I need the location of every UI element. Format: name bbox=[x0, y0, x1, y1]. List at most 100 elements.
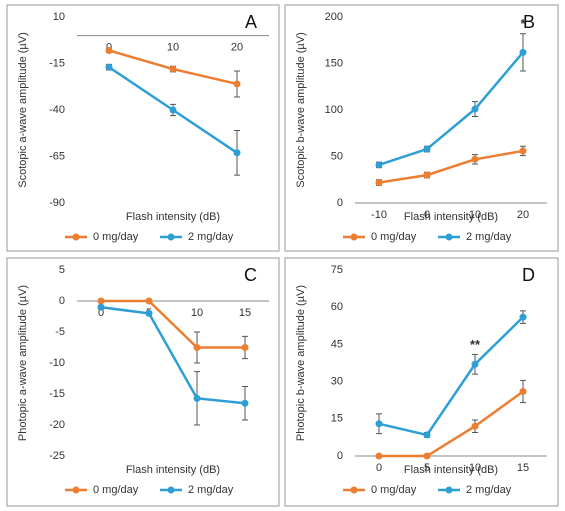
legend-label: 0 mg/day bbox=[93, 484, 139, 496]
data-point bbox=[169, 106, 177, 114]
data-point bbox=[169, 65, 177, 73]
y-tick-label: -15 bbox=[49, 388, 65, 400]
legend-label: 2 mg/day bbox=[466, 231, 512, 243]
y-axis-label: Scotopic a-wave amplitude (µV) bbox=[17, 32, 29, 188]
panel-letter: C bbox=[244, 265, 257, 285]
y-tick-label: 0 bbox=[59, 295, 65, 307]
data-point bbox=[375, 179, 383, 187]
x-tick-label: 10 bbox=[469, 209, 481, 221]
y-tick-label: -40 bbox=[49, 104, 65, 116]
y-tick-label: 150 bbox=[325, 57, 343, 69]
legend-label: 2 mg/day bbox=[466, 484, 512, 496]
panel-letter: B bbox=[523, 12, 535, 32]
legend-marker bbox=[72, 486, 80, 494]
data-point bbox=[97, 303, 105, 311]
y-tick-label: 5 bbox=[59, 264, 65, 276]
x-tick-label: 0 bbox=[376, 462, 382, 474]
data-point bbox=[375, 161, 383, 169]
data-point bbox=[193, 394, 201, 402]
series-line bbox=[379, 390, 524, 458]
data-point bbox=[423, 431, 431, 439]
legend-label: 0 mg/day bbox=[371, 484, 417, 496]
x-axis-label: Flash intensity (dB) bbox=[126, 464, 220, 476]
data-point bbox=[233, 80, 241, 88]
x-tick-label: 10 bbox=[469, 462, 481, 474]
data-point bbox=[423, 145, 431, 153]
y-tick-label: 50 bbox=[331, 150, 343, 162]
data-point bbox=[145, 297, 153, 305]
x-tick-label: 0 bbox=[424, 209, 430, 221]
data-point bbox=[145, 309, 153, 317]
legend-label: 0 mg/day bbox=[371, 231, 417, 243]
data-point bbox=[423, 171, 431, 179]
x-axis-label: Flash intensity (dB) bbox=[404, 464, 498, 476]
data-point bbox=[519, 48, 527, 56]
data-point bbox=[423, 452, 431, 460]
x-tick-label: 10 bbox=[167, 42, 179, 54]
y-tick-label: 30 bbox=[331, 376, 343, 388]
x-tick-label: -10 bbox=[371, 209, 387, 221]
legend-label: 2 mg/day bbox=[188, 484, 234, 496]
annotation: ** bbox=[470, 337, 481, 352]
legend-label: 2 mg/day bbox=[188, 231, 234, 243]
y-tick-label: -20 bbox=[49, 419, 65, 431]
y-tick-label: 75 bbox=[331, 264, 343, 276]
data-point bbox=[519, 147, 527, 155]
data-point bbox=[375, 420, 383, 428]
legend-marker bbox=[445, 486, 453, 494]
data-point bbox=[105, 63, 113, 71]
data-point bbox=[97, 297, 105, 305]
x-tick-label: 15 bbox=[239, 307, 251, 319]
x-tick-label: 5 bbox=[424, 462, 430, 474]
series-line bbox=[101, 299, 245, 349]
y-axis-label: Photopic b-wave amplitude (µV) bbox=[295, 285, 307, 441]
y-tick-label: 200 bbox=[325, 11, 343, 23]
data-point bbox=[241, 344, 249, 351]
data-point bbox=[233, 149, 241, 157]
legend-marker bbox=[350, 233, 358, 241]
y-tick-label: 100 bbox=[325, 104, 343, 116]
panel-frame bbox=[6, 257, 280, 507]
series-line bbox=[378, 51, 524, 167]
x-tick-label: 15 bbox=[517, 462, 529, 474]
series-line bbox=[378, 149, 524, 184]
data-point bbox=[105, 46, 113, 54]
y-tick-label: -65 bbox=[49, 150, 65, 162]
panel-frame bbox=[284, 4, 559, 252]
data-point bbox=[471, 105, 479, 113]
y-tick-label: -5 bbox=[55, 326, 65, 338]
y-tick-label: 60 bbox=[331, 301, 343, 313]
annotation: * bbox=[520, 16, 526, 31]
y-tick-label: 10 bbox=[53, 11, 65, 23]
data-point bbox=[241, 399, 249, 407]
legend-label: 0 mg/day bbox=[93, 231, 139, 243]
y-tick-label: 0 bbox=[337, 197, 343, 209]
data-point bbox=[471, 422, 479, 430]
y-axis-label: Photopic a-wave amplitude (µV) bbox=[17, 285, 29, 441]
data-point bbox=[471, 155, 479, 163]
legend-marker bbox=[167, 233, 175, 241]
x-tick-label: 20 bbox=[231, 42, 243, 54]
x-axis-label: Flash intensity (dB) bbox=[404, 211, 498, 223]
legend-marker bbox=[350, 486, 358, 494]
y-tick-label: -25 bbox=[49, 450, 65, 462]
data-point bbox=[519, 388, 527, 396]
x-axis-label: Flash intensity (dB) bbox=[126, 211, 220, 223]
y-tick-label: 15 bbox=[331, 413, 343, 425]
panel-frame bbox=[6, 4, 280, 252]
data-point bbox=[519, 313, 527, 321]
x-tick-label: 0 bbox=[98, 307, 104, 319]
y-tick-label: -90 bbox=[49, 197, 65, 209]
legend-marker bbox=[445, 233, 453, 241]
y-axis-label: Scotopic b-wave amplitude (µV) bbox=[295, 32, 307, 188]
series-line bbox=[100, 305, 246, 405]
data-point bbox=[193, 344, 201, 351]
panel-letter: A bbox=[245, 12, 257, 32]
data-point bbox=[375, 452, 383, 460]
y-tick-label: 0 bbox=[337, 450, 343, 462]
panel-letter: D bbox=[522, 265, 535, 285]
x-tick-label: 20 bbox=[517, 209, 529, 221]
legend-marker bbox=[167, 486, 175, 494]
panel-frame bbox=[284, 257, 559, 507]
